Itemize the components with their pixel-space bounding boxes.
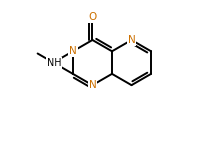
- Text: NH: NH: [47, 58, 62, 68]
- Text: N: N: [128, 35, 135, 45]
- Text: N: N: [89, 80, 96, 90]
- Text: N: N: [69, 46, 77, 56]
- Text: O: O: [88, 12, 97, 22]
